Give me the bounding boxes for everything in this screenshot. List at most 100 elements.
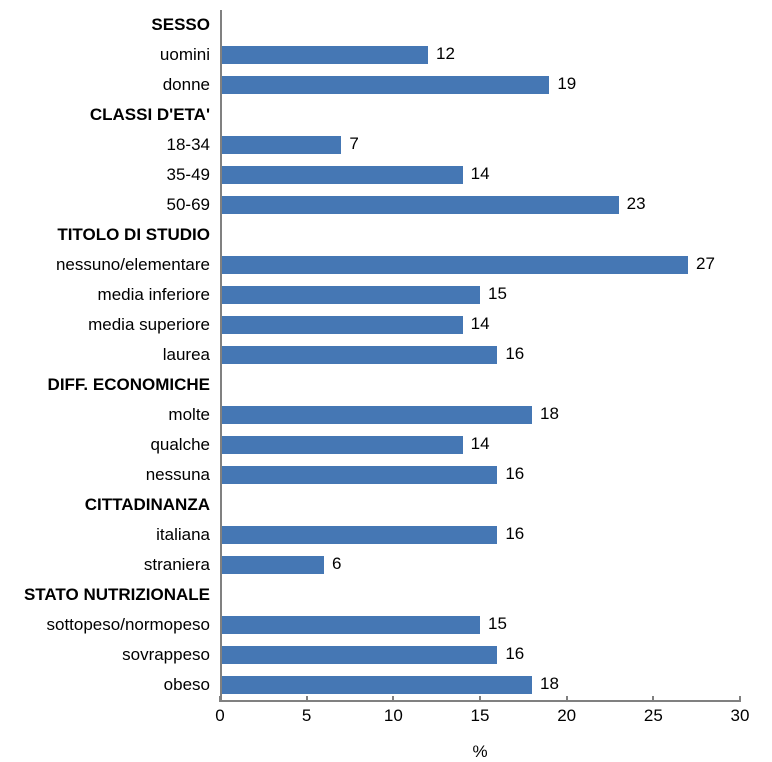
x-axis: 051015202530: [220, 700, 740, 730]
x-tick: [479, 696, 481, 702]
bar-value-label: 7: [349, 134, 358, 154]
bar-row: qualche 14: [0, 430, 772, 460]
bar-value-label: 14: [471, 164, 490, 184]
group-label: DIFF. ECONOMICHE: [0, 375, 220, 395]
bar-value-label: 27: [696, 254, 715, 274]
bar: [220, 556, 324, 574]
x-tick: [306, 696, 308, 702]
x-tick-label: 25: [644, 706, 663, 726]
x-tick-label: 20: [557, 706, 576, 726]
x-tick-label: 15: [471, 706, 490, 726]
x-tick: [652, 696, 654, 702]
bar-value-label: 16: [505, 344, 524, 364]
x-tick-label: 30: [731, 706, 750, 726]
plot-cell: 7: [220, 130, 740, 160]
plot-cell: 12: [220, 40, 740, 70]
x-tick: [219, 696, 221, 702]
category-label: uomini: [0, 45, 220, 65]
bar-row: sottopeso/normopeso15: [0, 610, 772, 640]
plot-cell: 15: [220, 610, 740, 640]
plot-cell: [220, 490, 740, 520]
plot-cell: 15: [220, 280, 740, 310]
bar-row: obeso 18: [0, 670, 772, 700]
bar-row: 35-49 14: [0, 160, 772, 190]
x-tick-label: 10: [384, 706, 403, 726]
group-label: SESSO: [0, 15, 220, 35]
bar-value-label: 16: [505, 524, 524, 544]
plot-cell: [220, 100, 740, 130]
bar: [220, 256, 688, 274]
plot-cell: 14: [220, 160, 740, 190]
bar-row: 50-69 23: [0, 190, 772, 220]
plot-cell: 16: [220, 520, 740, 550]
bar-value-label: 12: [436, 44, 455, 64]
category-label: media inferiore: [0, 285, 220, 305]
bar-row: 18-347: [0, 130, 772, 160]
group-row: SESSO: [0, 10, 772, 40]
plot-cell: 16: [220, 640, 740, 670]
horizontal-bar-chart: SESSOuomini12donne19CLASSI D'ETA'18-3473…: [0, 10, 772, 730]
group-label: CITTADINANZA: [0, 495, 220, 515]
category-label: obeso: [0, 675, 220, 695]
bar-row: uomini 12: [0, 40, 772, 70]
bar-value-label: 15: [488, 284, 507, 304]
plot-cell: [220, 580, 740, 610]
group-label: CLASSI D'ETA': [0, 105, 220, 125]
x-tick-label: 0: [215, 706, 224, 726]
bar-value-label: 14: [471, 434, 490, 454]
bar-row: italiana 16: [0, 520, 772, 550]
bar-value-label: 23: [627, 194, 646, 214]
plot-cell: 23: [220, 190, 740, 220]
bar: [220, 346, 497, 364]
bar-value-label: 15: [488, 614, 507, 634]
bar-row: nessuno/elementare 27: [0, 250, 772, 280]
category-label: straniera: [0, 555, 220, 575]
bar-row: nessuna16: [0, 460, 772, 490]
group-row: CITTADINANZA: [0, 490, 772, 520]
bar-value-label: 18: [540, 674, 559, 694]
bar: [220, 466, 497, 484]
category-label: nessuna: [0, 465, 220, 485]
plot-cell: 27: [220, 250, 740, 280]
x-tick: [392, 696, 394, 702]
bar-row: molte 18: [0, 400, 772, 430]
bar-row: media superiore14: [0, 310, 772, 340]
category-label: laurea: [0, 345, 220, 365]
bar: [220, 166, 463, 184]
bar-row: straniera 6: [0, 550, 772, 580]
category-label: italiana: [0, 525, 220, 545]
plot-cell: [220, 220, 740, 250]
bar: [220, 406, 532, 424]
bar-value-label: 16: [505, 644, 524, 664]
category-label: sovrappeso: [0, 645, 220, 665]
bar-value-label: 6: [332, 554, 341, 574]
group-row: TITOLO DI STUDIO: [0, 220, 772, 250]
category-label: media superiore: [0, 315, 220, 335]
bar: [220, 136, 341, 154]
bar: [220, 676, 532, 694]
bar: [220, 526, 497, 544]
bar-row: donne 19: [0, 70, 772, 100]
category-label: molte: [0, 405, 220, 425]
bar: [220, 436, 463, 454]
plot-cell: 19: [220, 70, 740, 100]
plot-cell: 18: [220, 400, 740, 430]
x-tick: [739, 696, 741, 702]
category-label: nessuno/elementare: [0, 255, 220, 275]
category-label: qualche: [0, 435, 220, 455]
x-axis-title: %: [472, 742, 487, 762]
plot-cell: 6: [220, 550, 740, 580]
group-label: TITOLO DI STUDIO: [0, 225, 220, 245]
bar-value-label: 18: [540, 404, 559, 424]
category-label: 35-49: [0, 165, 220, 185]
bar-value-label: 19: [557, 74, 576, 94]
plot-cell: [220, 10, 740, 40]
plot-cell: [220, 370, 740, 400]
bar-row: media inferiore 15: [0, 280, 772, 310]
bar: [220, 616, 480, 634]
category-label: 50-69: [0, 195, 220, 215]
category-label: donne: [0, 75, 220, 95]
group-row: STATO NUTRIZIONALE: [0, 580, 772, 610]
plot-cell: 16: [220, 460, 740, 490]
x-tick: [566, 696, 568, 702]
